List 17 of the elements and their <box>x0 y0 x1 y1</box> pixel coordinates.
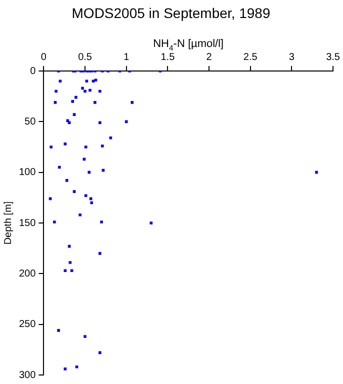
x-tick-label: 0 <box>40 52 47 63</box>
y-tick-label: 300 <box>18 370 36 381</box>
y-tick-label: 50 <box>24 116 36 128</box>
y-tick-label: 150 <box>18 218 36 229</box>
y-axis-title: Depth [m] <box>3 201 14 245</box>
x-tick-label: 1.5 <box>160 52 176 63</box>
x-tick-label: 3 <box>288 52 295 63</box>
x-tick-label: 0.5 <box>78 52 92 63</box>
y-tick-label: 250 <box>18 319 36 330</box>
y-tick-label: 0 <box>30 66 36 77</box>
x-tick-label: 1 <box>124 52 130 63</box>
chart-title: MODS2005 in September, 1989 <box>72 5 270 21</box>
y-tick-label: 100 <box>18 167 36 178</box>
y-tick-label: 200 <box>18 268 36 280</box>
x-tick-label: 2.5 <box>243 52 258 63</box>
x-tick-label: 2 <box>206 52 212 63</box>
x-tick-label: 3.5 <box>326 52 340 63</box>
